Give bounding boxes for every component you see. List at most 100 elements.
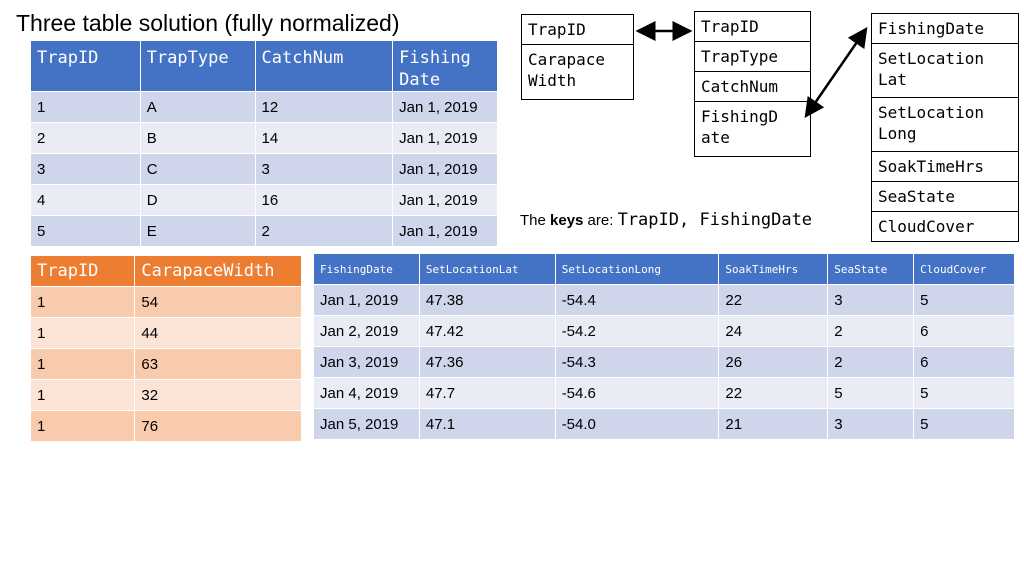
table-cell: 5	[30, 215, 141, 247]
table-row: 3 C 3 Jan 1, 2019	[30, 153, 498, 185]
column-header: SoakTimeHrs	[718, 253, 829, 285]
fishing-table: FishingDate SetLocationLat SetLocationLo…	[313, 253, 1015, 440]
table-header-row: FishingDate SetLocationLat SetLocationLo…	[313, 253, 1015, 285]
entity-field: FishingDate	[872, 14, 1018, 44]
entity-field: TrapID	[522, 15, 633, 45]
keys-list: TrapID, FishingDate	[617, 210, 813, 230]
table-row: 1 76	[29, 410, 302, 442]
table-cell: Jan 1, 2019	[392, 215, 498, 247]
table-row: 4 D 16 Jan 1, 2019	[30, 184, 498, 216]
table-cell: 14	[254, 122, 394, 154]
column-header: SetLocationLong	[554, 253, 720, 285]
table-cell: 2	[254, 215, 394, 247]
table-cell: 76	[134, 410, 302, 442]
table-row: 1 44	[29, 317, 302, 349]
column-header: CatchNum	[254, 40, 394, 92]
table-cell: Jan 1, 2019	[392, 91, 498, 123]
table-cell: B	[139, 122, 256, 154]
table-cell: Jan 2, 2019	[313, 315, 420, 347]
table-cell: Jan 1, 2019	[392, 122, 498, 154]
table-cell: 5	[827, 377, 915, 409]
table-cell: -54.2	[554, 315, 720, 347]
table-row: 1 A 12 Jan 1, 2019	[30, 91, 498, 123]
trap-table: TrapID TrapType CatchNum Fishing Date 1 …	[30, 40, 498, 247]
table-cell: 6	[913, 315, 1015, 347]
table-cell: 21	[718, 408, 829, 440]
carapace-entity-box: TrapID Carapace Width	[521, 14, 634, 100]
table-cell: 1	[29, 410, 136, 442]
entity-field: CatchNum	[695, 72, 810, 102]
keys-middle: are:	[583, 212, 618, 229]
column-header: TrapID	[30, 40, 141, 92]
table-cell: Jan 3, 2019	[313, 346, 420, 378]
entity-field: TrapType	[695, 42, 810, 72]
entity-field: SoakTimeHrs	[872, 152, 1018, 182]
table-cell: 44	[134, 317, 302, 349]
table-cell: C	[139, 153, 256, 185]
table-header-row: TrapID CarapaceWidth	[29, 255, 302, 287]
table-cell: 5	[913, 377, 1015, 409]
table-row: 1 32	[29, 379, 302, 411]
fishing-entity-box: FishingDate SetLocation Lat SetLocation …	[871, 13, 1019, 242]
table-cell: 2	[30, 122, 141, 154]
table-cell: 3	[30, 153, 141, 185]
table-cell: 2	[827, 346, 915, 378]
table-cell: Jan 5, 2019	[313, 408, 420, 440]
table-cell: 22	[718, 377, 829, 409]
table-cell: 12	[254, 91, 394, 123]
table-cell: 6	[913, 346, 1015, 378]
table-cell: 3	[254, 153, 394, 185]
table-cell: 16	[254, 184, 394, 216]
table-cell: Jan 1, 2019	[392, 184, 498, 216]
table-cell: Jan 4, 2019	[313, 377, 420, 409]
column-header: FishingDate	[313, 253, 420, 285]
page-title: Three table solution (fully normalized)	[16, 10, 400, 36]
table-cell: 1	[29, 317, 136, 349]
table-row: Jan 2, 2019 47.42 -54.2 24 2 6	[313, 315, 1015, 347]
table-row: 2 B 14 Jan 1, 2019	[30, 122, 498, 154]
table-cell: Jan 1, 2019	[392, 153, 498, 185]
table-cell: 1	[29, 286, 136, 318]
table-cell: 63	[134, 348, 302, 380]
table-cell: 32	[134, 379, 302, 411]
table-header-row: TrapID TrapType CatchNum Fishing Date	[30, 40, 498, 92]
table-cell: A	[139, 91, 256, 123]
table-row: Jan 4, 2019 47.7 -54.6 22 5 5	[313, 377, 1015, 409]
entity-field: Carapace Width	[528, 50, 606, 90]
entity-field: SetLocation Lat	[872, 44, 1018, 98]
entity-field: SetLocation Long	[872, 98, 1018, 152]
table-cell: 4	[30, 184, 141, 216]
table-cell: 5	[913, 408, 1015, 440]
column-header: TrapType	[139, 40, 256, 92]
column-header: Fishing Date	[392, 40, 498, 92]
table-cell: 47.42	[418, 315, 556, 347]
table-cell: 47.1	[418, 408, 556, 440]
table-cell: -54.3	[554, 346, 720, 378]
keys-bold: keys	[550, 212, 584, 229]
table-cell: 3	[827, 408, 915, 440]
table-row: 5 E 2 Jan 1, 2019	[30, 215, 498, 247]
table-row: Jan 5, 2019 47.1 -54.0 21 3 5	[313, 408, 1015, 440]
table-cell: -54.6	[554, 377, 720, 409]
column-header: TrapID	[29, 255, 136, 287]
entity-field: FishingD ate	[701, 107, 779, 147]
table-cell: 5	[913, 284, 1015, 316]
entity-field: CloudCover	[878, 217, 975, 236]
table-cell: 3	[827, 284, 915, 316]
carapace-table: TrapID CarapaceWidth 1 54 1 44 1 63 1 32…	[29, 255, 302, 442]
table-cell: 2	[827, 315, 915, 347]
fishingdate-link-arrow	[804, 26, 868, 119]
table-cell: -54.0	[554, 408, 720, 440]
table-cell: D	[139, 184, 256, 216]
table-cell: 47.36	[418, 346, 556, 378]
table-cell: 47.7	[418, 377, 556, 409]
table-cell: 1	[30, 91, 141, 123]
keys-note: The keys are: TrapID, FishingDate	[520, 210, 812, 230]
entity-field: SeaState	[872, 182, 1018, 212]
table-cell: E	[139, 215, 256, 247]
table-cell: 1	[29, 379, 136, 411]
entity-field: TrapID	[695, 12, 810, 42]
table-cell: 47.38	[418, 284, 556, 316]
table-cell: Jan 1, 2019	[313, 284, 420, 316]
